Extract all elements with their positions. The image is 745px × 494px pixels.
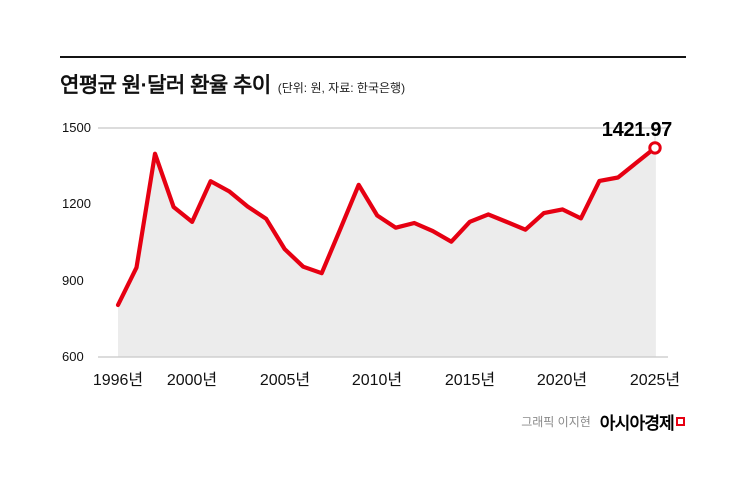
x-axis-label-2025: 2025년	[629, 372, 681, 389]
graphic-credit: 그래픽 이지현	[521, 415, 591, 429]
x-axis-label-2020: 2020년	[536, 372, 588, 389]
chart-subtitle: (단위: 원, 자료: 한국은행)	[277, 81, 406, 95]
chart-title: 연평균 원·달러 환율 추이	[60, 74, 271, 97]
x-axis-label-2005: 2005년	[259, 372, 311, 389]
end-point-marker	[648, 141, 662, 155]
x-axis-label-1996: 1996년	[92, 372, 144, 389]
rate-line	[115, 145, 658, 308]
y-axis-label-600: 600	[62, 349, 84, 364]
y-axis-label-900: 900	[62, 273, 84, 288]
asiae-logo-text: 아시아경제	[599, 414, 675, 433]
y-axis-label-1500: 1500	[62, 120, 91, 135]
header: 연평균 원·달러 환율 추이 (단위: 원, 자료: 한국은행)	[60, 69, 405, 99]
footer-credit: 그래픽 이지현 아시아경제	[521, 409, 685, 434]
latest-value-label: 1421.97	[601, 119, 673, 141]
x-axis-label-2000: 2000년	[166, 372, 218, 389]
asiae-logo-mark	[676, 417, 685, 426]
area-fill	[118, 147, 655, 357]
x-axis-label-2010: 2010년	[351, 372, 403, 389]
y-axis-label-1200: 1200	[62, 196, 91, 211]
top-divider-rule	[60, 56, 686, 58]
x-axis-label-2015: 2015년	[444, 372, 496, 389]
